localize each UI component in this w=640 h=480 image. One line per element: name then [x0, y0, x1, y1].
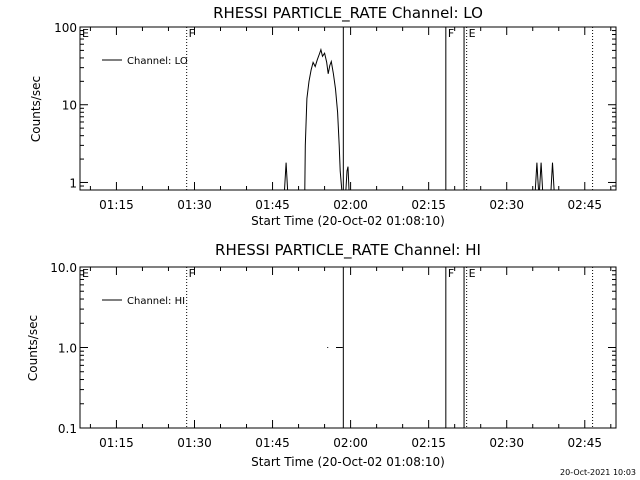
- footer-timestamp: 20-Oct-2021 10:03: [560, 468, 636, 477]
- lo-y-tick-label: 1: [69, 176, 77, 190]
- hi-x-tick-label: 02:15: [411, 436, 446, 450]
- hi-left-flag: E: [82, 267, 89, 280]
- hi-x-tick-label: 02:00: [333, 436, 368, 450]
- hi-y-tick-label: 1.0: [58, 342, 77, 356]
- lo-y-axis-label: Counts/sec: [29, 76, 43, 142]
- lo-legend-label: Channel: LO: [127, 56, 188, 67]
- hi-x-tick-label: 02:30: [489, 436, 524, 450]
- lo-event-flag: E: [469, 27, 476, 40]
- hi-plot-frame: [79, 266, 617, 429]
- lo-x-tick-label: 01:15: [99, 198, 134, 212]
- lo-chart-title: RHESSI PARTICLE_RATE Channel: LO: [213, 4, 483, 23]
- lo-x-tick-label: 01:45: [255, 198, 290, 212]
- hi-legend-label: Channel: HI: [127, 296, 185, 307]
- lo-plot-frame: [79, 26, 617, 191]
- hi-x-tick-label: 01:30: [177, 436, 212, 450]
- lo-left-flag: E: [82, 27, 89, 40]
- hi-y-tick-label: 0.1: [58, 422, 77, 436]
- lo-event-flag: F: [448, 27, 454, 40]
- lo-series-line: [284, 47, 555, 191]
- lo-x-tick-label: 02:00: [333, 198, 368, 212]
- lo-y-tick-label: 100: [54, 21, 77, 35]
- hi-event-flag: F: [448, 267, 454, 280]
- lo-x-tick-label: 02:30: [489, 198, 524, 212]
- lo-x-axis-label: Start Time (20-Oct-02 01:08:10): [251, 214, 445, 228]
- lo-channel-panel: RHESSI PARTICLE_RATE Channel: LO Start T…: [29, 4, 617, 228]
- hi-x-tick-label: 01:15: [99, 436, 134, 450]
- hi-event-flag: F: [189, 267, 195, 280]
- hi-channel-panel: RHESSI PARTICLE_RATE Channel: HI Start T…: [26, 241, 617, 469]
- lo-x-tick-label: 01:30: [177, 198, 212, 212]
- hi-x-tick-label: 01:45: [255, 436, 290, 450]
- hi-event-flag: E: [469, 267, 476, 280]
- lo-x-tick-label: 02:45: [567, 198, 602, 212]
- lo-x-tick-label: 02:15: [411, 198, 446, 212]
- hi-y-tick-label: 10.0: [50, 261, 77, 275]
- hi-chart-title: RHESSI PARTICLE_RATE Channel: HI: [215, 241, 481, 260]
- hi-x-axis-label: Start Time (20-Oct-02 01:08:10): [251, 455, 445, 469]
- hi-x-tick-label: 02:45: [567, 436, 602, 450]
- lo-y-tick-label: 10: [62, 99, 77, 113]
- lo-event-flag: F: [189, 27, 195, 40]
- hi-y-axis-label: Counts/sec: [26, 315, 40, 381]
